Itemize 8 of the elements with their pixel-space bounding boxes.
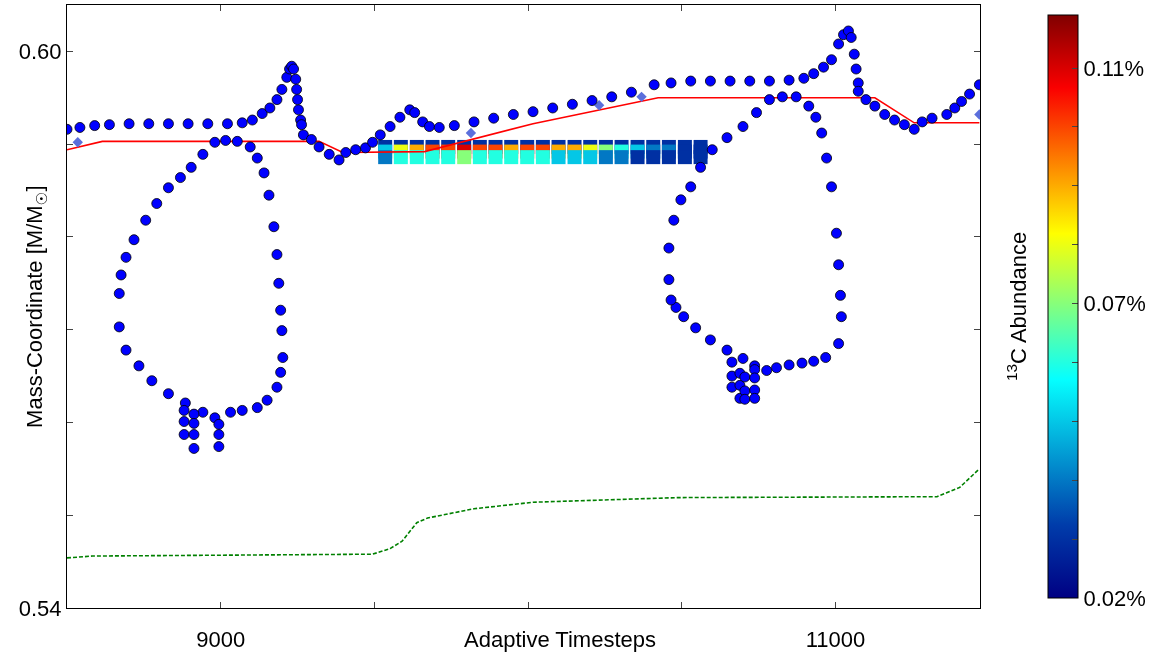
color-bar-label: 0.07% [1083, 291, 1146, 317]
x-axis-title: Adaptive Timesteps [464, 627, 656, 652]
x-tick-label: 9000 [196, 627, 246, 653]
color-bar-label: 0.02% [1083, 585, 1146, 611]
y-tick-label: 0.54 [18, 595, 62, 621]
y-tick-label: 0.60 [18, 39, 62, 65]
x-tick-label: 11000 [805, 627, 866, 653]
color-bar-label: 0.11% [1083, 55, 1145, 81]
